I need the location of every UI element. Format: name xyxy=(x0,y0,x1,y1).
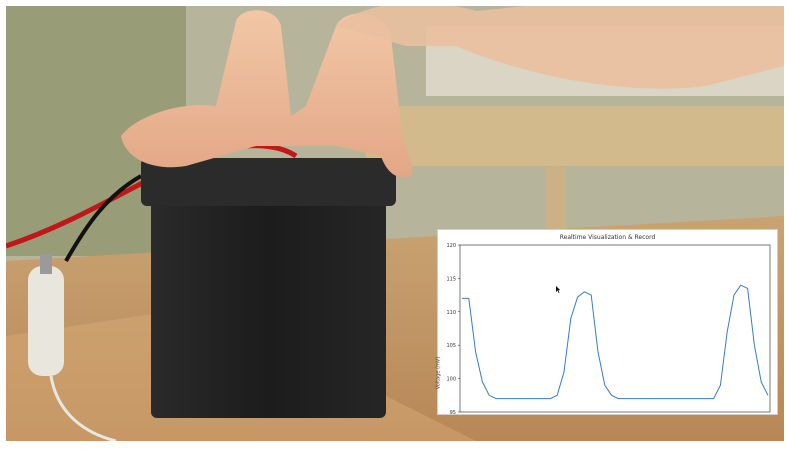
realtime-plot: Realtime Visualization & Record Voltage … xyxy=(435,230,777,416)
voltage-series-line-0 xyxy=(462,284,769,400)
mouse-cursor-icon xyxy=(556,286,561,293)
y-tick-label: 120 xyxy=(446,243,456,249)
plot-svg: 95 100 105 110 115 120 xyxy=(446,243,771,416)
plot-title: Realtime Visualization & Record xyxy=(559,234,656,241)
plot-frame xyxy=(459,244,771,413)
y-tick-label: 110 xyxy=(446,310,456,316)
y-tick-label: 105 xyxy=(446,343,456,349)
y-axis-label: Voltage (mV) xyxy=(435,356,442,390)
y-tick-label: 95 xyxy=(450,410,456,414)
scene-photo xyxy=(6,6,784,441)
video-frame: Realtime Visualization & Record Voltage … xyxy=(6,6,784,441)
y-tick-label: 100 xyxy=(446,377,456,383)
y-tick-label: 115 xyxy=(446,276,456,282)
